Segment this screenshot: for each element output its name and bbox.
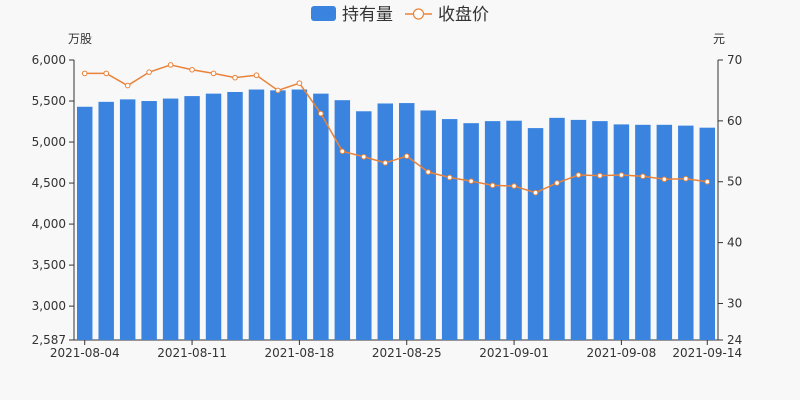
bar-holdings[interactable] [184, 96, 200, 340]
bar-holdings[interactable] [549, 117, 565, 340]
bar-holdings[interactable] [420, 110, 436, 340]
x-axis-tick-label: 2021-08-11 [157, 346, 227, 360]
plot-area: 2,587 3,000 3,500 4,000 4,500 5,000 5,500 6,000… [32, 53, 743, 360]
point-close-price[interactable] [232, 74, 238, 81]
bar-holdings[interactable] [77, 106, 93, 340]
line-close-price[interactable] [84, 64, 708, 194]
point-close-price[interactable] [532, 189, 539, 196]
point-close-price[interactable] [618, 172, 625, 178]
bar-holdings[interactable] [484, 121, 501, 340]
bar-holdings[interactable] [119, 99, 136, 340]
left-axis-tick-label: 3,000 [32, 299, 66, 313]
bar-holdings[interactable] [635, 124, 651, 340]
x-axis-tick-label: 2021-08-04 [50, 346, 120, 360]
point-close-price[interactable] [511, 183, 517, 189]
point-close-price[interactable] [575, 172, 582, 178]
left-axis-tick-label: 5,500 [32, 94, 66, 108]
bar-holdings[interactable] [356, 111, 372, 340]
bar-holdings[interactable] [291, 89, 308, 340]
point-close-price[interactable] [597, 172, 603, 179]
bar-holdings[interactable] [506, 120, 522, 341]
point-close-price[interactable] [103, 70, 109, 77]
left-axis-tick-label: 4,500 [32, 176, 66, 190]
legend-line-marker[interactable] [412, 8, 425, 20]
bar-holdings[interactable] [377, 103, 393, 341]
right-axis-tick-label: 24 [727, 333, 742, 347]
left-axis-tick-label: 2,587 [32, 333, 66, 347]
x-axis-tick-label: 2021-09-14 [672, 346, 742, 360]
bar-holdings[interactable] [570, 119, 587, 340]
point-close-price[interactable] [446, 174, 453, 181]
right-axis-tick-label: 70 [727, 53, 742, 67]
point-close-price[interactable] [361, 153, 367, 160]
x-axis-tick-label: 2021-08-18 [265, 346, 335, 360]
point-close-price[interactable] [210, 70, 217, 77]
point-close-price[interactable] [124, 82, 131, 89]
right-axis-tick-label: 40 [727, 236, 742, 250]
point-close-price[interactable] [661, 176, 668, 183]
point-close-price[interactable] [640, 173, 646, 180]
left-axis-tick-label: 6,000 [32, 53, 66, 67]
right-axis-unit: 元 [713, 32, 725, 46]
point-close-price[interactable] [81, 70, 88, 77]
point-close-price[interactable] [683, 175, 689, 182]
right-axis-tick-label: 30 [727, 296, 742, 310]
bar-holdings[interactable] [98, 101, 114, 340]
left-axis-unit: 万股 [68, 32, 92, 46]
point-close-price[interactable] [382, 160, 389, 166]
bar-holdings[interactable] [678, 125, 694, 340]
legend: 持有量 收盘价 [311, 5, 489, 25]
bar-holdings[interactable] [463, 123, 479, 341]
right-axis-tick-label: 50 [727, 175, 742, 189]
point-close-price[interactable] [253, 72, 260, 79]
point-close-price[interactable] [339, 148, 346, 155]
point-close-price[interactable] [425, 169, 432, 175]
bar-holdings[interactable] [141, 101, 157, 341]
bar-holdings[interactable] [248, 89, 265, 340]
legend-label-holdings[interactable]: 持有量 [342, 5, 393, 25]
left-axis-tick-label: 3,500 [32, 258, 66, 272]
bar-holdings[interactable] [334, 100, 351, 340]
bar-holdings[interactable] [227, 91, 243, 340]
bar-holdings[interactable] [699, 127, 715, 340]
bar-holdings[interactable] [613, 124, 630, 340]
point-close-price[interactable] [489, 182, 496, 189]
point-close-price[interactable] [468, 178, 474, 184]
point-close-price[interactable] [296, 80, 303, 86]
legend-label-close-price[interactable]: 收盘价 [438, 5, 489, 25]
x-axis-tick-label: 2021-09-08 [587, 346, 657, 360]
point-close-price[interactable] [167, 62, 174, 68]
left-axis-tick-label: 5,000 [32, 135, 66, 149]
legend-bar-swatch[interactable] [311, 6, 336, 21]
point-close-price[interactable] [554, 180, 560, 186]
bar-holdings[interactable] [205, 93, 222, 340]
bar-holdings[interactable] [399, 103, 415, 340]
left-axis-tick-label: 4,000 [32, 217, 66, 231]
point-close-price[interactable] [189, 66, 195, 73]
bar-holdings[interactable] [270, 90, 286, 341]
bar-holdings[interactable] [313, 93, 329, 340]
x-axis-tick-label: 2021-09-01 [479, 346, 549, 360]
bar-holdings[interactable] [162, 98, 179, 340]
point-close-price[interactable] [704, 178, 711, 185]
point-close-price[interactable] [403, 153, 410, 159]
bar-holdings[interactable] [656, 124, 673, 340]
bar-holdings[interactable] [592, 121, 608, 340]
bar-holdings[interactable] [527, 128, 544, 340]
point-close-price[interactable] [146, 69, 152, 75]
bar-holdings[interactable] [441, 119, 458, 340]
right-axis-tick-label: 60 [727, 114, 742, 128]
x-axis-tick-label: 2021-08-25 [372, 346, 442, 360]
point-close-price[interactable] [318, 110, 324, 117]
point-close-price[interactable] [275, 87, 281, 94]
